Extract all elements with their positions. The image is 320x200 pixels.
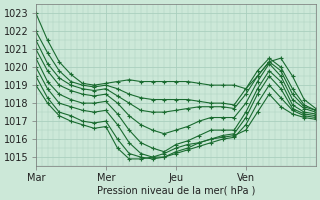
X-axis label: Pression niveau de la mer( hPa ): Pression niveau de la mer( hPa ) [97, 186, 255, 196]
